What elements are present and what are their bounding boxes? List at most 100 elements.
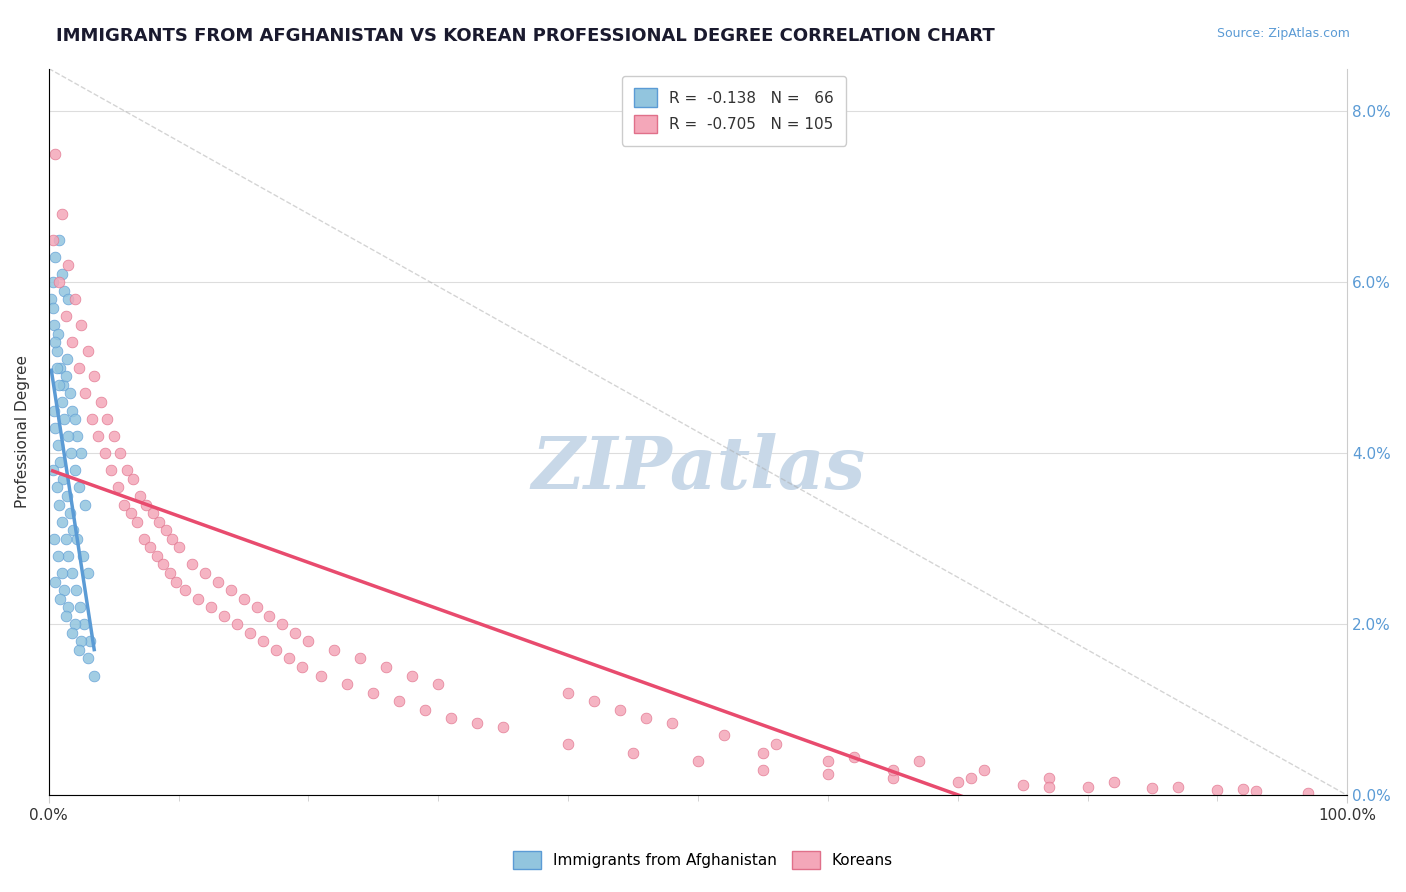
Point [70,318,93,332]
Point [80,412,103,426]
Point [401,668,423,682]
Point [75,498,97,512]
Point [62,523,84,537]
Point [207,574,229,589]
Point [1246,784,1268,798]
Point [51,515,73,529]
Point [765,737,787,751]
Point [58,293,80,307]
Point [55,310,77,324]
Point [44,250,66,264]
Point [58,549,80,563]
Point [90,395,112,409]
Point [103,429,125,443]
Point [63,293,86,307]
Point [165,574,187,589]
Point [45,360,67,375]
Point [440,711,463,725]
Point [375,660,398,674]
Point [882,771,904,785]
Point [415,703,437,717]
Point [817,767,839,781]
Point [907,754,929,768]
Point [79,634,101,648]
Point [973,763,995,777]
Point [278,651,301,665]
Point [1077,780,1099,794]
Point [51,566,73,580]
Point [42,403,65,417]
Point [271,617,294,632]
Point [41,301,63,315]
Point [297,634,319,648]
Point [336,677,359,691]
Point [122,472,145,486]
Point [51,207,73,221]
Point [686,754,709,768]
Point [167,541,190,555]
Point [67,360,90,375]
Point [52,472,75,486]
Point [63,412,86,426]
Point [145,549,167,563]
Point [41,293,63,307]
Point [1206,783,1229,797]
Point [219,583,242,598]
Point [142,506,165,520]
Point [49,591,72,606]
Point [58,506,80,520]
Point [53,412,76,426]
Point [120,506,142,520]
Point [160,532,183,546]
Text: ZIPatlas: ZIPatlas [531,433,865,504]
Point [96,412,118,426]
Point [1142,781,1164,796]
Point [946,775,969,789]
Point [60,335,83,350]
Point [1038,771,1060,785]
Point [427,677,450,691]
Point [41,463,63,477]
Point [959,771,981,785]
Point [609,703,631,717]
Point [46,326,69,341]
Point [45,481,67,495]
Point [108,446,131,460]
Y-axis label: Professional Degree: Professional Degree [15,355,30,508]
Point [583,694,606,708]
Point [752,763,775,777]
Point [174,583,197,598]
Point [882,763,904,777]
Text: IMMIGRANTS FROM AFGHANISTAN VS KOREAN PROFESSIONAL DEGREE CORRELATION CHART: IMMIGRANTS FROM AFGHANISTAN VS KOREAN PR… [56,27,995,45]
Point [70,634,93,648]
Point [48,498,70,512]
Point [349,651,371,665]
Point [557,737,579,751]
Point [60,566,83,580]
Point [817,754,839,768]
Point [492,720,515,734]
Point [49,455,72,469]
Text: Source: ZipAtlas.com: Source: ZipAtlas.com [1216,27,1350,40]
Point [264,643,287,657]
Point [63,463,86,477]
Point [752,746,775,760]
Point [69,600,91,615]
Point [56,489,79,503]
Point [180,558,202,572]
Legend: Immigrants from Afghanistan, Koreans: Immigrants from Afghanistan, Koreans [508,845,898,875]
Point [1167,780,1189,794]
Point [48,275,70,289]
Point [59,446,82,460]
Point [557,686,579,700]
Point [42,532,65,546]
Point [41,275,63,289]
Point [1232,782,1254,797]
Point [46,549,69,563]
Point [100,463,122,477]
Point [63,617,86,632]
Point [51,267,73,281]
Point [46,438,69,452]
Point [388,694,411,708]
Point [636,711,658,725]
